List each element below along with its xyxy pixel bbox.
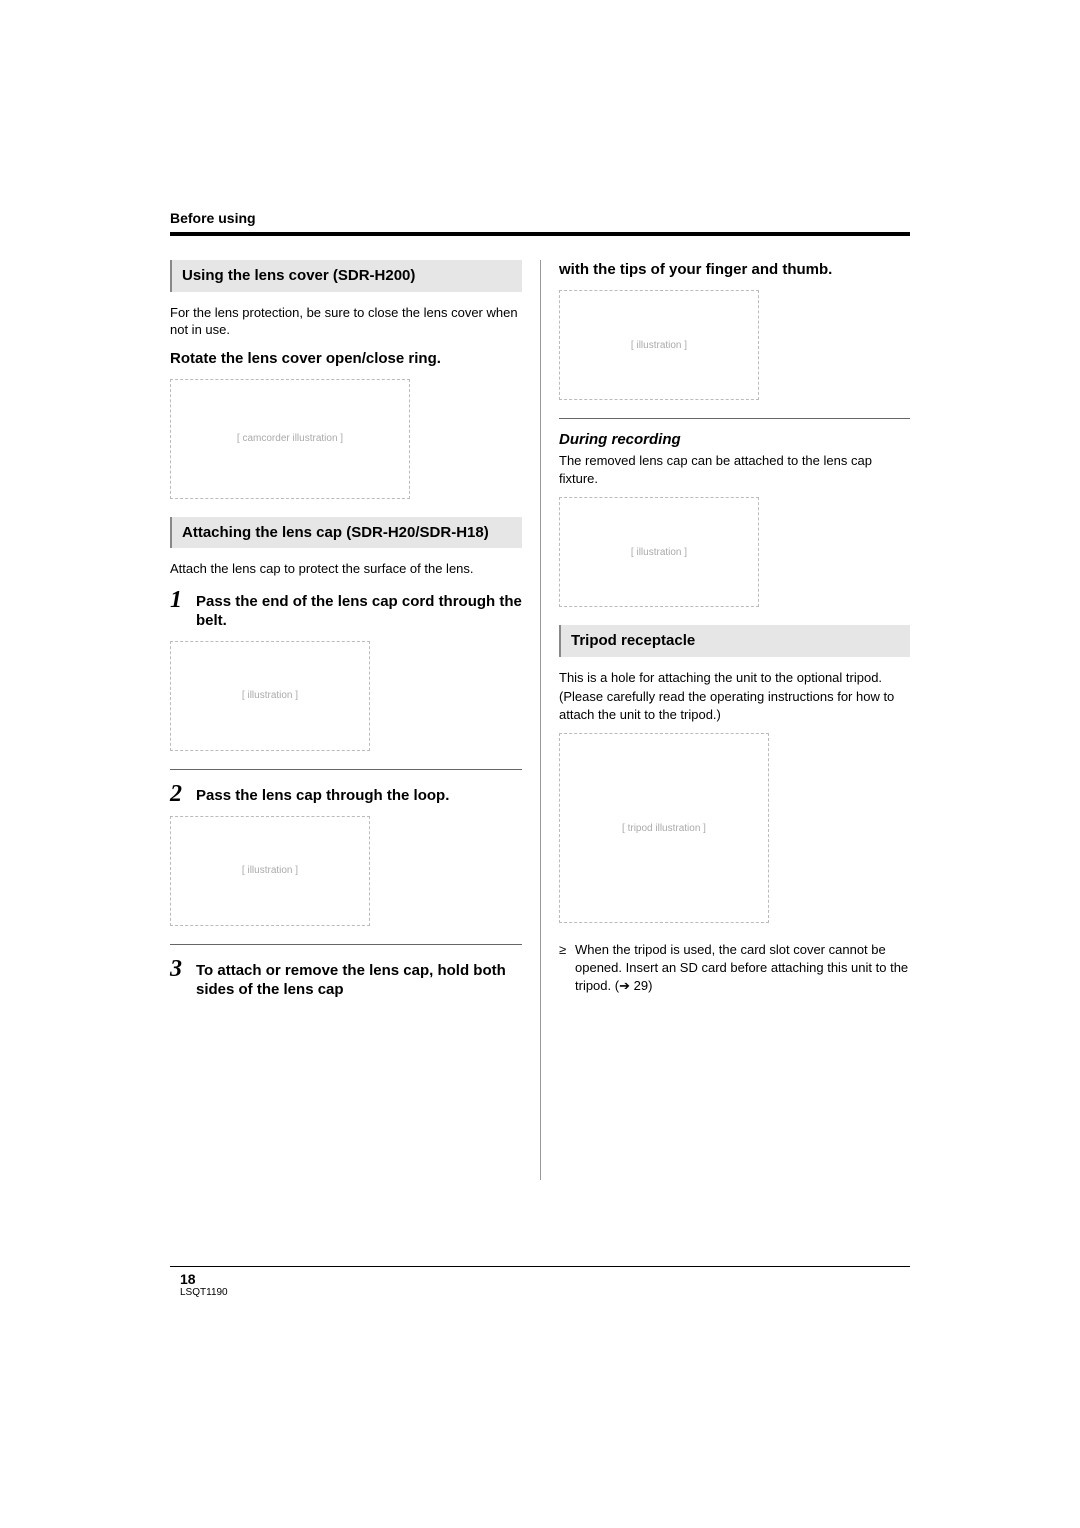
figure-recording: [ illustration ] (559, 497, 759, 607)
during-recording-text: The removed lens cap can be attached to … (559, 452, 910, 487)
step-1-text: Pass the end of the lens cap cord throug… (196, 588, 522, 631)
top-rule (170, 232, 910, 236)
figure-step-1: [ illustration ] (170, 641, 370, 751)
during-recording-heading: During recording (559, 431, 910, 448)
tripod-note: ≥ When the tripod is used, the card slot… (559, 941, 910, 994)
figure-lens-cover: [ camcorder illustration ] (170, 379, 410, 499)
lens-cover-desc: For the lens protection, be sure to clos… (170, 304, 522, 339)
section-title-lens-cover: Using the lens cover (SDR-H200) (170, 260, 522, 292)
document-code: LSQT1190 (170, 1287, 910, 1298)
lens-cap-desc: Attach the lens cap to protect the surfa… (170, 560, 522, 578)
step-3-continuation: with the tips of your finger and thumb. (559, 260, 910, 280)
section-title-lens-cap: Attaching the lens cap (SDR-H20/SDR-H18) (170, 517, 522, 549)
step-2-divider (170, 944, 522, 945)
step-2-text: Pass the lens cap through the loop. (196, 782, 449, 806)
figure-tripod: [ tripod illustration ] (559, 733, 769, 923)
step-3: 3 To attach or remove the lens cap, hold… (170, 957, 522, 1000)
page-number: 18 (170, 1271, 910, 1287)
bullet-dot-icon: ≥ (559, 941, 569, 994)
page-footer: 18 LSQT1190 (170, 1266, 910, 1298)
step-1-number: 1 (170, 588, 188, 612)
step-1-divider (170, 769, 522, 770)
step-3-text: To attach or remove the lens cap, hold b… (196, 957, 522, 1000)
figure-step-3: [ illustration ] (559, 290, 759, 400)
recording-divider (559, 418, 910, 419)
section-title-tripod: Tripod receptacle (559, 625, 910, 657)
step-1: 1 Pass the end of the lens cap cord thro… (170, 588, 522, 631)
footer-rule (170, 1266, 910, 1267)
step-2: 2 Pass the lens cap through the loop. (170, 782, 522, 806)
section-header: Before using (170, 210, 910, 226)
step-2-number: 2 (170, 782, 188, 806)
tripod-desc-1: This is a hole for attaching the unit to… (559, 669, 910, 687)
tripod-note-text: When the tripod is used, the card slot c… (575, 941, 910, 994)
left-column: Using the lens cover (SDR-H200) For the … (170, 260, 540, 1180)
tripod-desc-2: (Please carefully read the operating ins… (559, 688, 910, 723)
content-columns: Using the lens cover (SDR-H200) For the … (170, 260, 910, 1180)
figure-step-2: [ illustration ] (170, 816, 370, 926)
right-column: with the tips of your finger and thumb. … (540, 260, 910, 1180)
lens-cover-instruction: Rotate the lens cover open/close ring. (170, 349, 522, 369)
step-3-number: 3 (170, 957, 188, 981)
